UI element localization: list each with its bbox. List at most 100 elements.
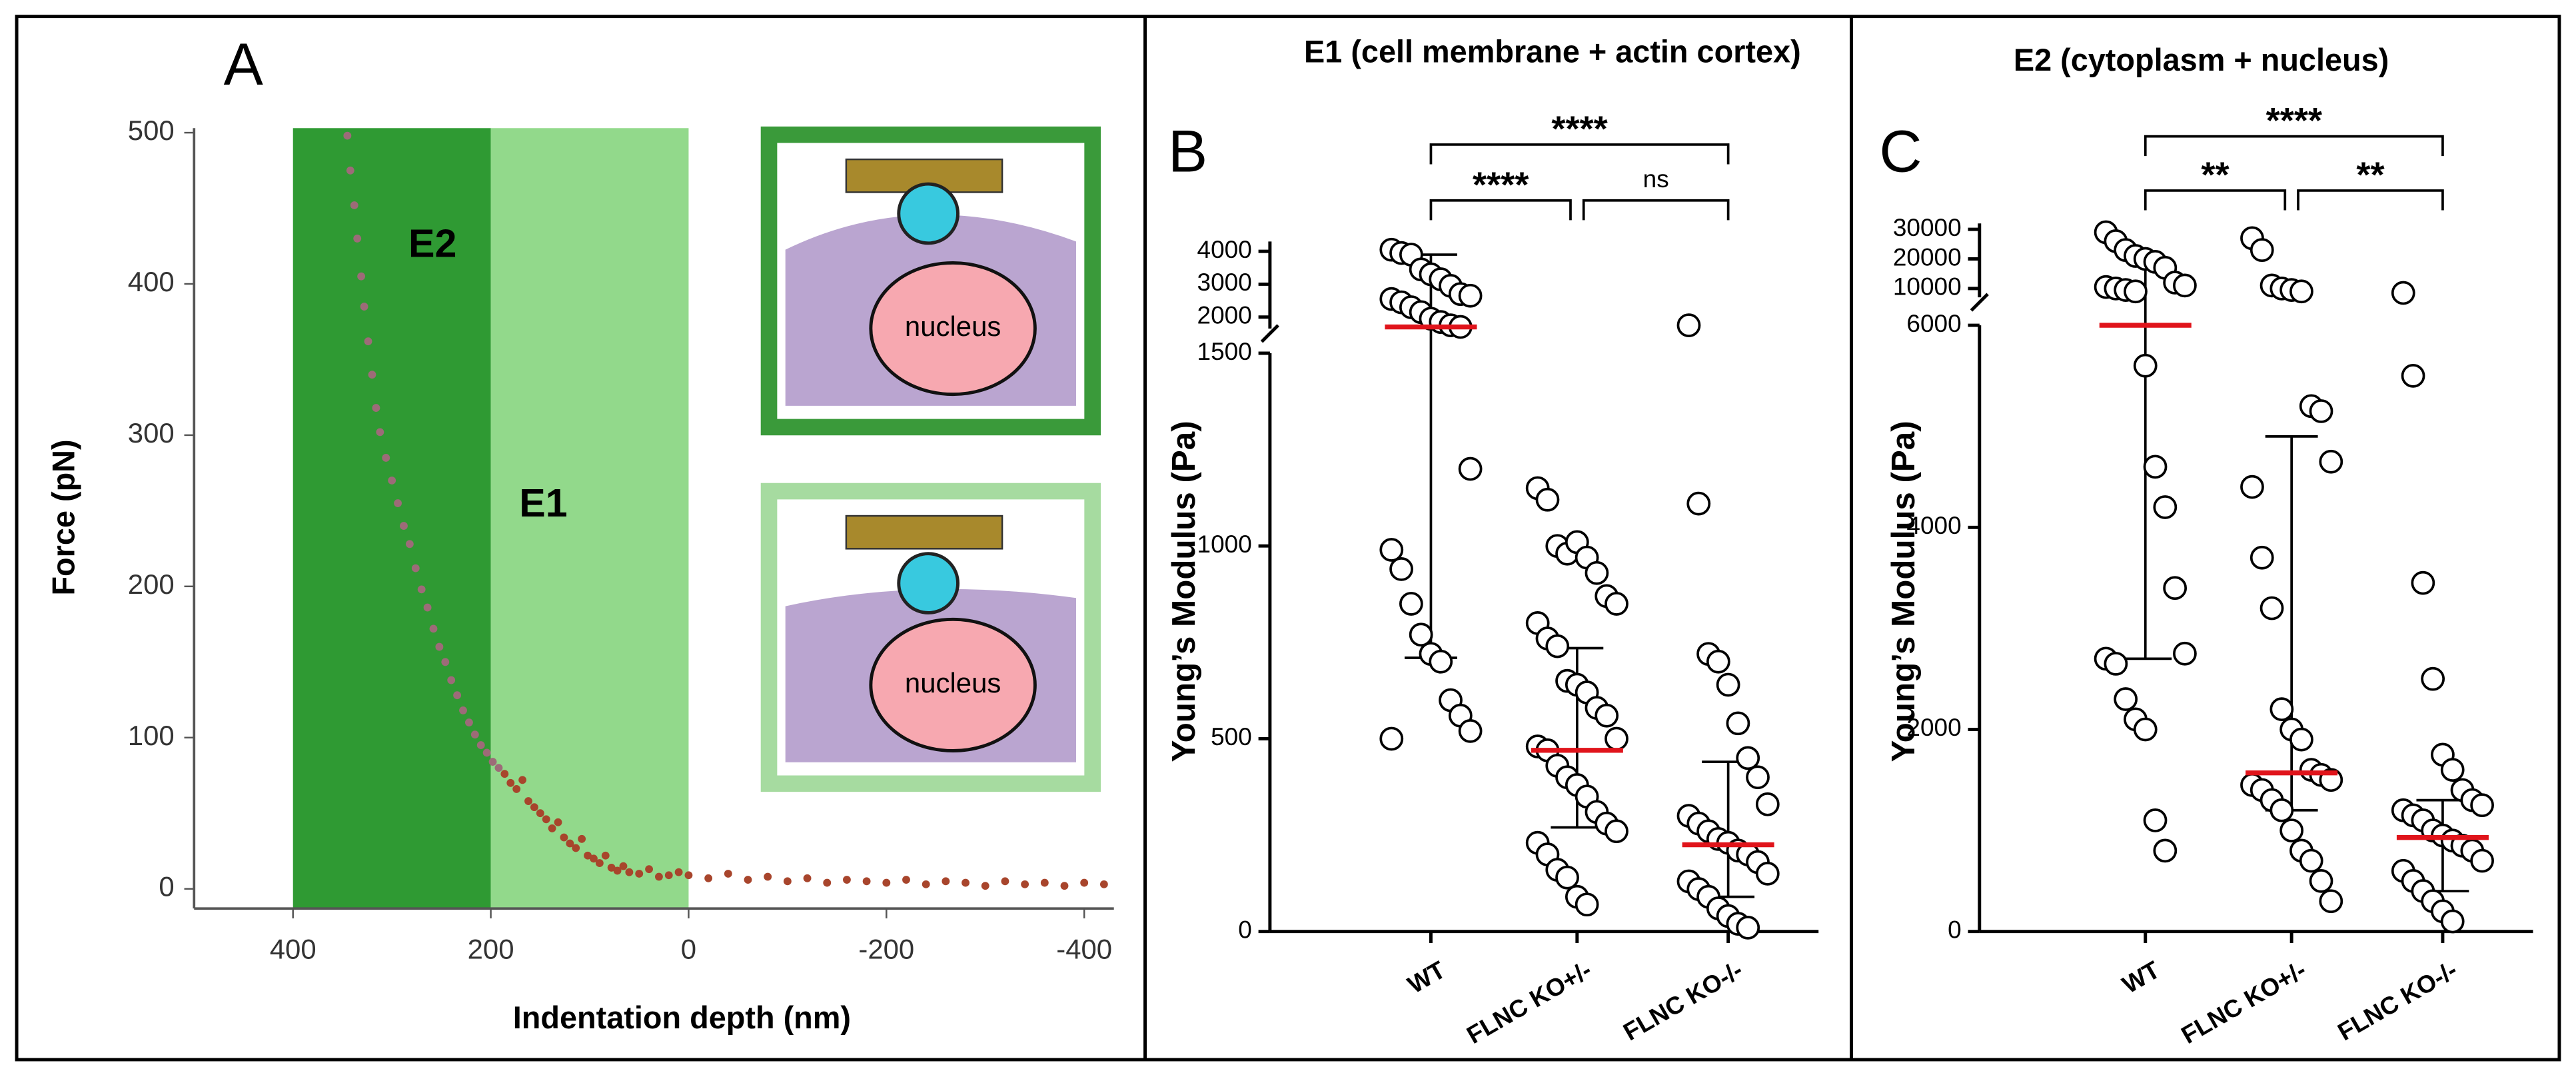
point: [1595, 703, 1619, 728]
y-tick-label: 6000: [1906, 310, 1961, 337]
point: [2401, 364, 2425, 388]
point: [942, 877, 950, 886]
bracket: [2144, 135, 2444, 157]
cantilever: [845, 515, 1003, 550]
point: [1458, 283, 1483, 308]
point: [843, 876, 851, 884]
point: [372, 404, 380, 412]
panel-label: C: [1879, 119, 1922, 185]
bracket: [2297, 189, 2444, 211]
x-axis-label: Indentation depth (nm): [513, 1000, 851, 1035]
y-tick-label: 4000: [1197, 236, 1252, 263]
y-tick-label: 200: [128, 568, 175, 600]
point: [1458, 719, 1483, 743]
y-tick-label: 400: [128, 266, 175, 297]
point: [2269, 697, 2294, 722]
point: [2173, 273, 2197, 298]
point: [1545, 634, 1570, 658]
point: [350, 201, 358, 209]
point: [2153, 838, 2178, 863]
point: [2250, 545, 2274, 570]
point: [613, 866, 622, 875]
point: [500, 770, 509, 778]
point: [2391, 281, 2415, 305]
y-axis-label: Young’s Modulus (Pa): [1165, 421, 1202, 762]
point: [524, 797, 532, 805]
point: [584, 851, 592, 860]
point: [465, 718, 473, 726]
point: [2470, 793, 2494, 818]
axis-break: [1970, 293, 1989, 312]
region-label: E1: [519, 481, 567, 525]
point: [530, 803, 538, 812]
point: [353, 235, 362, 243]
point: [423, 603, 432, 612]
point: [2319, 889, 2343, 914]
point: [1555, 865, 1579, 890]
point: [453, 691, 462, 700]
point: [346, 166, 354, 175]
point: [2173, 641, 2197, 666]
nucleus: [869, 261, 1037, 397]
point: [601, 851, 610, 860]
point: [343, 131, 352, 140]
point: [1605, 592, 1628, 616]
nucleus-label: nucleus: [905, 311, 1001, 342]
point: [595, 859, 604, 868]
point: [1575, 892, 1599, 917]
point: [578, 834, 586, 843]
region-label: E2: [408, 221, 456, 265]
point: [1605, 819, 1628, 844]
frame: [15, 15, 2561, 1062]
point: [744, 876, 752, 884]
point: [435, 642, 444, 651]
point: [823, 878, 832, 887]
point: [962, 878, 969, 887]
y-tick-label: 0: [1948, 916, 1962, 943]
point: [376, 428, 384, 437]
point: [394, 499, 402, 507]
point: [1389, 557, 1413, 581]
point: [654, 872, 663, 881]
point: [607, 863, 616, 872]
point: [447, 676, 456, 684]
point: [2289, 727, 2313, 752]
y-tick-label: 3000: [1197, 269, 1252, 296]
point: [862, 877, 871, 886]
significance-label: ****: [2266, 101, 2323, 141]
significance-label: **: [2201, 155, 2230, 195]
point: [1409, 622, 1433, 647]
y-tick-label: 10000: [1893, 273, 1962, 301]
bracket: [2144, 189, 2287, 211]
point: [922, 880, 930, 888]
point: [1726, 711, 1750, 736]
point: [664, 871, 673, 880]
x-tick-label: -400: [1056, 933, 1112, 964]
point: [645, 865, 653, 874]
y-tick-label: 1500: [1197, 338, 1252, 365]
point: [2143, 455, 2168, 479]
point: [1458, 457, 1483, 481]
y-tick-label: 100: [128, 720, 175, 751]
point: [1736, 746, 1760, 770]
y-tick-label: 4000: [1906, 512, 1961, 539]
point: [2250, 238, 2274, 263]
point: [2309, 869, 2333, 893]
nucleus-label: nucleus: [905, 667, 1001, 698]
y-tick-label: 500: [128, 115, 175, 146]
point: [548, 824, 556, 832]
significance-label: ns: [1643, 165, 1669, 193]
point: [704, 874, 713, 882]
point: [488, 758, 497, 766]
point: [518, 776, 526, 784]
point: [882, 878, 891, 887]
point: [2279, 818, 2304, 842]
point: [2319, 449, 2343, 474]
point: [684, 871, 693, 880]
point: [1755, 862, 1780, 886]
point: [506, 778, 515, 787]
point: [2153, 495, 2178, 519]
point: [1060, 882, 1069, 890]
y-tick-label: 2000: [1906, 714, 1961, 741]
